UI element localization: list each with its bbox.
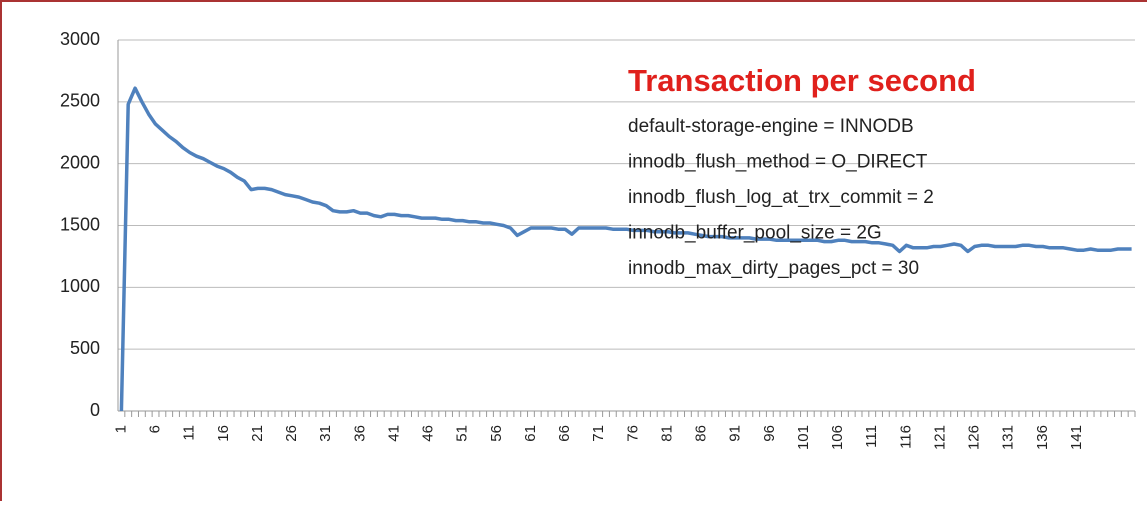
x-tick-label: 76 [624,425,641,442]
x-tick-label: 141 [1068,425,1085,450]
x-tick-label: 31 [317,425,334,442]
x-tick-label: 66 [556,425,573,442]
x-tick-label: 126 [966,425,983,450]
y-tick-label: 2000 [60,152,100,172]
annotation: default-storage-engine = INNODB [628,116,914,137]
y-tick-label: 1000 [60,276,100,296]
x-tick-label: 96 [761,425,778,442]
y-tick-label: 1500 [60,214,100,234]
x-tick-label: 131 [1000,425,1017,450]
x-tick-label: 1 [112,425,129,433]
x-tick-label: 81 [658,425,675,442]
x-tick-label: 16 [215,425,232,442]
x-tick-label: 86 [693,425,710,442]
data-line [121,88,1131,411]
x-tick-label: 71 [590,425,607,442]
x-tick-label: 56 [488,425,505,442]
annotation: innodb_max_dirty_pages_pct = 30 [628,258,919,279]
x-tick-label: 41 [385,425,402,442]
annotation: innodb_flush_log_at_trx_commit = 2 [628,187,934,208]
x-tick-label: 91 [727,425,744,442]
x-tick-label: 46 [420,425,437,442]
annotation: innodb_buffer_pool_size = 2G [628,223,882,244]
x-tick-label: 121 [931,425,948,450]
annotation: innodb_flush_method = O_DIRECT [628,152,928,173]
x-tick-label: 61 [522,425,539,442]
x-tick-label: 6 [147,425,164,433]
x-tick-label: 106 [829,425,846,450]
y-tick-label: 0 [90,400,100,420]
x-tick-label: 136 [1034,425,1051,450]
x-tick-label: 21 [249,425,266,442]
x-tick-label: 36 [351,425,368,442]
y-tick-label: 3000 [60,29,100,49]
x-tick-label: 101 [795,425,812,450]
y-tick-label: 500 [70,338,100,358]
y-tick-label: 2500 [60,91,100,111]
chart-title: Transaction per second [628,63,976,98]
x-tick-label: 51 [454,425,471,442]
x-tick-label: 26 [283,425,300,442]
x-tick-label: 111 [863,425,880,448]
x-tick-label: 11 [181,425,198,441]
x-tick-label: 116 [897,425,914,449]
